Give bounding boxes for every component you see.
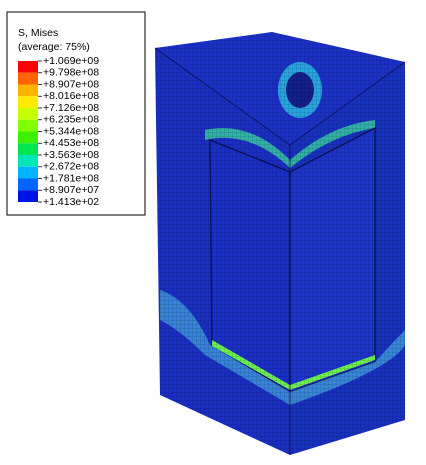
legend-label: +4.453e+08 [43,137,99,149]
legend-label: +1.781e+08 [43,172,99,184]
legend-swatch [18,61,38,73]
legend-swatch [18,96,38,108]
legend-label: +8.907e+08 [43,78,99,90]
legend-swatch [18,108,38,120]
legend-swatch [18,84,38,97]
legend-swatch [18,178,38,191]
legend-swatch [18,155,38,167]
legend-label: +1.069e+09 [43,55,99,67]
legend-swatch [18,72,38,85]
legend-swatch [18,166,38,179]
legend-swatch [18,119,38,132]
legend-label: +9.798e+08 [43,67,99,79]
legend-label: +5.344e+08 [43,125,99,137]
legend-swatch [18,190,38,202]
legend-label: +6.235e+08 [43,114,99,126]
legend-label: +1.413e+02 [43,196,99,208]
mesh [155,32,405,455]
legend-swatch [18,131,38,144]
legend-label: +2.672e+08 [43,161,99,173]
legend-title: S, Mises [18,27,58,39]
legend: +1.069e+09+9.798e+08+8.907e+08+8.016e+08… [18,55,99,208]
legend-label: +7.126e+08 [43,102,99,114]
edges [154,47,406,455]
legend-label: +8.016e+08 [43,90,99,102]
model [154,32,406,455]
legend-swatch [18,143,38,155]
legend-label: +3.563e+08 [43,149,99,161]
legend-subtitle: (average: 75%) [18,41,90,53]
legend-label: +8.907e+07 [43,184,99,196]
